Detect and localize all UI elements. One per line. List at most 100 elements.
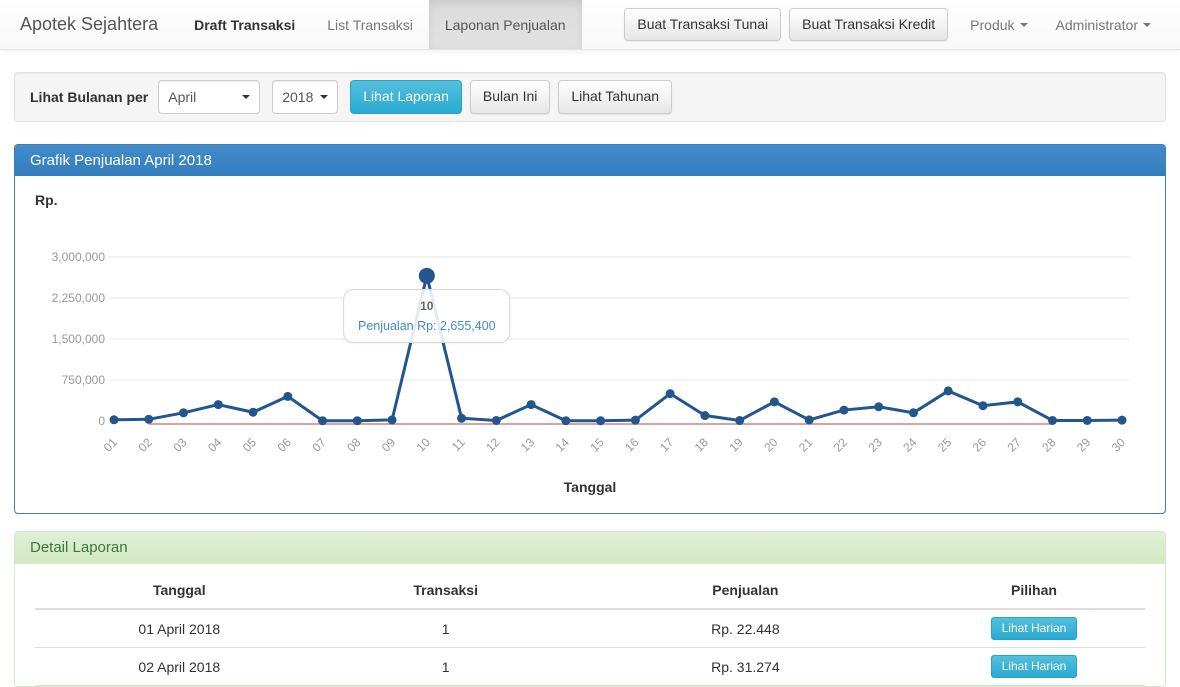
month-select-value: April	[168, 89, 197, 105]
produk-dropdown[interactable]: Produk	[956, 17, 1041, 33]
chart-canvas[interactable]: 3,000,000 2,250,000 1,500,000 750,000 0 01 02 0…	[29, 216, 1149, 468]
chart-point-27[interactable]	[1013, 397, 1023, 407]
table-row: 01 April 2018 1 Rp. 22.448 Lihat Harian	[35, 609, 1145, 648]
sales-line-chart[interactable]: 3,000,000 2,250,000 1,500,000 750,000 0 01 02 0…	[29, 216, 1149, 471]
chart-point-04[interactable]	[213, 400, 223, 410]
svg-text:17: 17	[657, 435, 677, 455]
month-select[interactable]: April	[158, 80, 261, 114]
svg-text:29: 29	[1074, 435, 1094, 455]
svg-text:24: 24	[900, 435, 920, 455]
year-select-value: 2018	[282, 89, 314, 105]
bulan-ini-button[interactable]: Bulan Ini	[469, 80, 551, 114]
chart-point-20[interactable]	[769, 397, 779, 407]
nav-item-draft-transaksi[interactable]: Draft Transaksi	[194, 16, 296, 33]
svg-text:18: 18	[692, 435, 712, 455]
report-table: Tanggal Transaksi Penjualan Pilihan 01 A…	[35, 572, 1145, 686]
filter-label: Lihat Bulanan per	[30, 89, 149, 105]
chart-point-15[interactable]	[596, 416, 606, 426]
cell-penjualan: Rp. 22.448	[711, 620, 780, 637]
chart-point-03[interactable]	[179, 408, 189, 418]
main-nav: Draft Transaksi List Transaksi Laponan P…	[178, 0, 582, 49]
svg-text:01: 01	[101, 435, 121, 455]
chart-point-11[interactable]	[457, 413, 467, 423]
column-header-penjualan: Penjualan	[567, 572, 923, 610]
chart-point-05[interactable]	[248, 407, 258, 417]
svg-text:25: 25	[935, 435, 955, 455]
year-select[interactable]: 2018	[272, 80, 339, 114]
svg-text:09: 09	[379, 435, 399, 455]
cell-tanggal: 02 April 2018	[35, 647, 324, 686]
chart-point-23[interactable]	[874, 402, 884, 412]
cell-transaksi: 1	[441, 620, 450, 637]
svg-text:22: 22	[831, 435, 851, 455]
svg-text:05: 05	[240, 435, 260, 455]
tooltip-day: 10	[420, 298, 434, 313]
cell-tanggal: 01 April 2018	[138, 620, 221, 637]
chart-point-09[interactable]	[387, 415, 397, 425]
chart-point-12[interactable]	[491, 415, 501, 425]
y-axis-title: Rp.	[35, 192, 58, 208]
filter-bar: Lihat Bulanan per April 2018 Lihat Lapor…	[14, 72, 1166, 122]
column-header-tanggal: Tanggal	[35, 572, 324, 610]
chart-point-22[interactable]	[839, 405, 849, 415]
svg-text:750,000: 750,000	[62, 373, 106, 387]
lihat-laporan-button[interactable]: Lihat Laporan	[350, 80, 462, 114]
chart-point-13[interactable]	[526, 400, 536, 410]
svg-text:20: 20	[761, 435, 781, 455]
chart-panel-title: Grafik Penjualan April 2018	[15, 145, 1165, 176]
cell-penjualan: Rp. 31.274	[567, 647, 923, 686]
svg-text:1,500,000: 1,500,000	[52, 332, 106, 346]
produk-dropdown-label: Produk	[970, 16, 1015, 33]
chart-point-28[interactable]	[1047, 415, 1057, 425]
chart-point-21[interactable]	[804, 415, 814, 425]
svg-text:12: 12	[483, 435, 503, 455]
table-row: 02 April 2018 1 Rp. 31.274 Lihat Harian	[35, 647, 1145, 686]
chart-point-07[interactable]	[318, 416, 328, 426]
administrator-dropdown[interactable]: Administrator	[1042, 17, 1165, 33]
svg-text:30: 30	[1109, 435, 1129, 455]
svg-text:14: 14	[553, 435, 573, 455]
buat-transaksi-kredit-button[interactable]: Buat Transaksi Kredit	[789, 7, 949, 42]
svg-text:04: 04	[205, 435, 225, 455]
x-axis-title: Tanggal	[563, 479, 617, 495]
chart-point-08[interactable]	[352, 416, 362, 426]
nav-item-list-transaksi[interactable]: List Transaksi	[327, 16, 413, 33]
chart-point-01[interactable]	[109, 415, 119, 425]
chart-point-25[interactable]	[943, 386, 953, 396]
brand[interactable]: Apotek Sejahtera	[20, 14, 159, 34]
lihat-harian-button[interactable]: Lihat Harian	[990, 617, 1078, 641]
table-header-row: Tanggal Transaksi Penjualan Pilihan	[35, 572, 1145, 610]
svg-text:23: 23	[865, 435, 885, 455]
lihat-tahunan-button[interactable]: Lihat Tahunan	[558, 80, 673, 114]
column-header-pilihan: Pilihan	[922, 572, 1145, 610]
nav-item-laporan-penjualan[interactable]: Laponan Penjualan	[428, 0, 582, 49]
svg-text:15: 15	[587, 435, 607, 455]
caret-down-icon	[1143, 22, 1151, 27]
detail-panel: Detail Laporan Tanggal Transaksi Penjual…	[14, 531, 1166, 687]
svg-text:3,000,000: 3,000,000	[52, 250, 106, 264]
svg-text:07: 07	[309, 435, 329, 455]
caret-down-icon	[1019, 22, 1028, 27]
cell-pilihan: Lihat Harian	[923, 609, 1145, 648]
buat-transaksi-tunai-button[interactable]: Buat Transaksi Tunai	[624, 7, 782, 42]
chart-point-16[interactable]	[630, 415, 640, 425]
cell-transaksi: 1	[323, 647, 568, 686]
chart-point-14[interactable]	[561, 416, 571, 426]
lihat-harian-button[interactable]: Lihat Harian	[990, 655, 1078, 679]
chart-panel: Grafik Penjualan April 2018 Rp. 3,000,00…	[14, 144, 1166, 514]
svg-text:16: 16	[622, 435, 642, 455]
chart-point-06[interactable]	[283, 391, 293, 401]
chart-point-17[interactable]	[665, 389, 675, 399]
chart-point-24[interactable]	[908, 408, 918, 418]
chart-point-18[interactable]	[700, 411, 710, 421]
chart-point-19[interactable]	[735, 415, 745, 425]
chart-point-29[interactable]	[1082, 415, 1092, 425]
administrator-dropdown-label: Administrator	[1055, 16, 1138, 33]
chart-point-26[interactable]	[978, 401, 988, 411]
svg-text:11: 11	[449, 435, 468, 454]
chart-point-10[interactable]	[418, 267, 435, 284]
chart-point-02[interactable]	[144, 414, 154, 424]
chart-point-30[interactable]	[1117, 415, 1127, 425]
svg-text:21: 21	[796, 435, 816, 455]
svg-text:28: 28	[1039, 435, 1059, 455]
